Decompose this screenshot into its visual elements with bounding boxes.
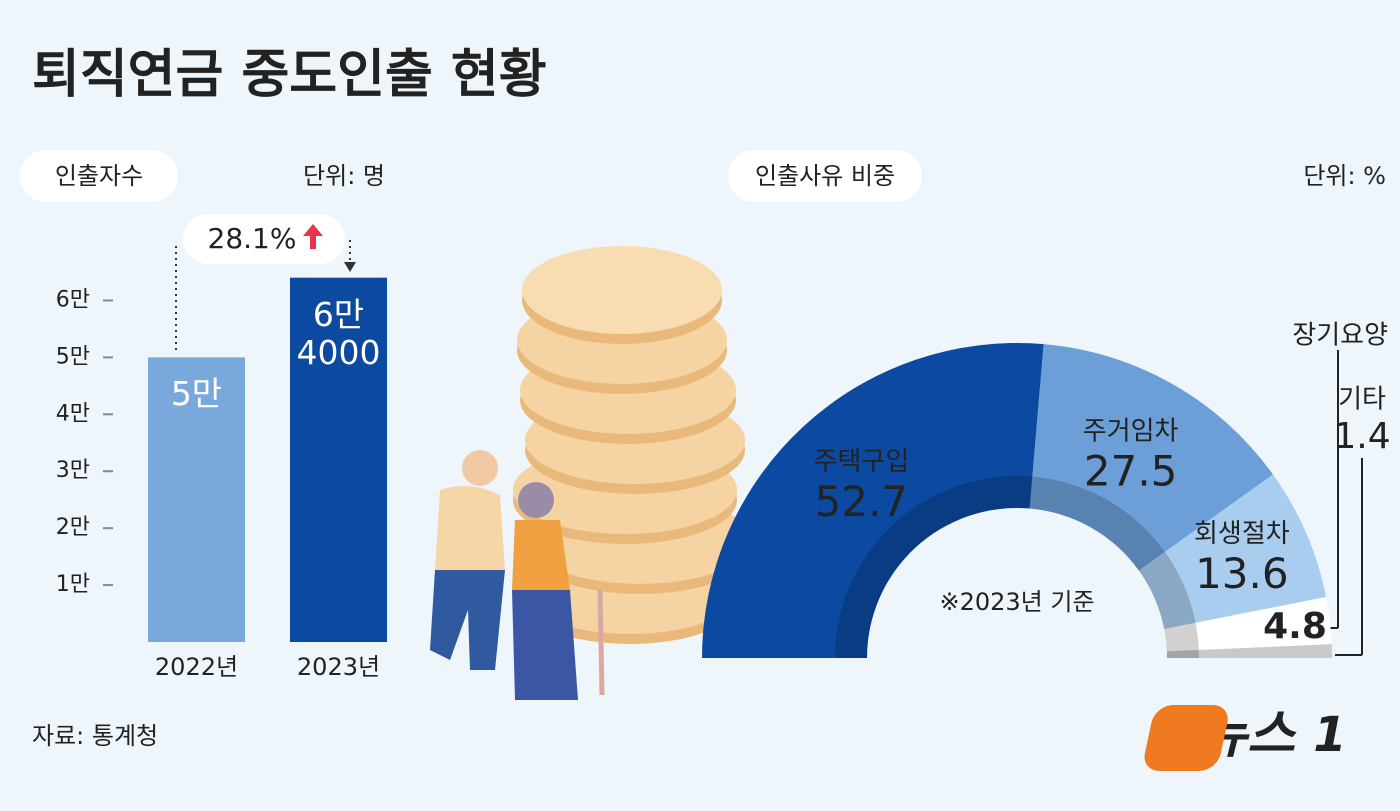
arrow-head (344, 262, 356, 272)
bar (290, 277, 387, 642)
data-label: 4.8 (1263, 606, 1327, 647)
people-illustration (430, 450, 605, 700)
y-tick-label: 6만 (56, 287, 90, 312)
y-tick-label: 2만 (56, 515, 90, 540)
segment-label: 기타 (1338, 385, 1386, 415)
pill (728, 150, 922, 202)
y-tick-label: 3만 (56, 458, 90, 483)
data-label: 1.4 (1333, 416, 1390, 457)
donut-segment (1029, 344, 1273, 571)
data-label: 13.6 (1195, 549, 1289, 598)
unit: 단위: % (1303, 162, 1386, 190)
note: ※2023년 기준 (939, 588, 1094, 616)
donut-segment (702, 343, 1044, 658)
logo-mark: 1 (1313, 707, 1346, 763)
bar (148, 357, 245, 642)
y-tick-label: 4만 (56, 401, 90, 426)
donut-segment (1138, 474, 1327, 629)
segment-label: 장기요양 (1292, 321, 1388, 351)
pill (20, 150, 178, 202)
segment-label: 주택구입 (814, 447, 910, 477)
data-label: 27.5 (1084, 447, 1178, 496)
annotation-bubble (183, 214, 345, 264)
segment-label: 회생절차 (1194, 519, 1290, 549)
inner-band (835, 476, 1199, 658)
value-label: 5만 (170, 374, 223, 414)
up-arrow (303, 224, 323, 249)
chart-label: 인출사유 비중 (755, 162, 895, 190)
donut-segment (1166, 644, 1332, 658)
segment-label: 주거임차 (1083, 417, 1179, 447)
coins-illustration (513, 246, 752, 644)
chart-label: 인출자수 (55, 162, 143, 190)
annotation: 28.1% (208, 222, 297, 255)
donut-segment (1164, 597, 1332, 652)
x-tick-label: 2023년 (297, 653, 380, 681)
title: 퇴직연금 중도인출 현황 (32, 45, 547, 105)
y-tick-label: 1만 (56, 572, 90, 597)
data-label: 52.7 (815, 477, 909, 526)
logo-badge (1144, 705, 1228, 771)
x-tick-label: 2022년 (155, 653, 238, 681)
y-tick-label: 5만 (56, 344, 90, 369)
value-label: 6만 4000 (296, 294, 381, 372)
source: 자료: 통계청 (32, 722, 158, 750)
unit: 단위: 명 (303, 162, 385, 190)
